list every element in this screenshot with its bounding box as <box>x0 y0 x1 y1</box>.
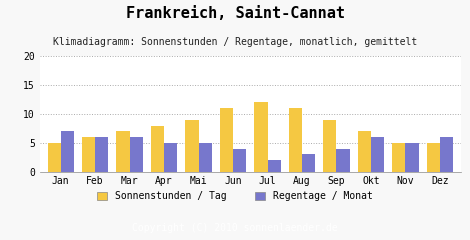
Bar <box>358 131 371 172</box>
Bar <box>186 120 198 172</box>
Bar <box>198 143 212 172</box>
Bar <box>254 102 267 172</box>
Bar <box>267 160 281 172</box>
Text: Frankreich, Saint-Cannat: Frankreich, Saint-Cannat <box>125 6 345 21</box>
Bar <box>289 108 302 172</box>
Text: Copyright (C) 2010 sonnenlaender.de: Copyright (C) 2010 sonnenlaender.de <box>132 223 338 233</box>
Bar <box>82 137 95 172</box>
Bar <box>337 149 350 172</box>
Bar <box>392 143 406 172</box>
Bar <box>406 143 419 172</box>
Bar <box>233 149 246 172</box>
Bar <box>95 137 108 172</box>
Bar <box>302 154 315 172</box>
Bar <box>47 143 61 172</box>
Bar <box>323 120 337 172</box>
Bar <box>61 131 74 172</box>
Bar <box>427 143 440 172</box>
Bar <box>130 137 143 172</box>
Bar <box>220 108 233 172</box>
Bar <box>440 137 453 172</box>
Bar <box>151 126 164 172</box>
Bar <box>164 143 177 172</box>
Legend: Sonnenstunden / Tag, Regentage / Monat: Sonnenstunden / Tag, Regentage / Monat <box>97 191 373 201</box>
Bar <box>371 137 384 172</box>
Bar <box>117 131 130 172</box>
Text: Klimadiagramm: Sonnenstunden / Regentage, monatlich, gemittelt: Klimadiagramm: Sonnenstunden / Regentage… <box>53 37 417 47</box>
